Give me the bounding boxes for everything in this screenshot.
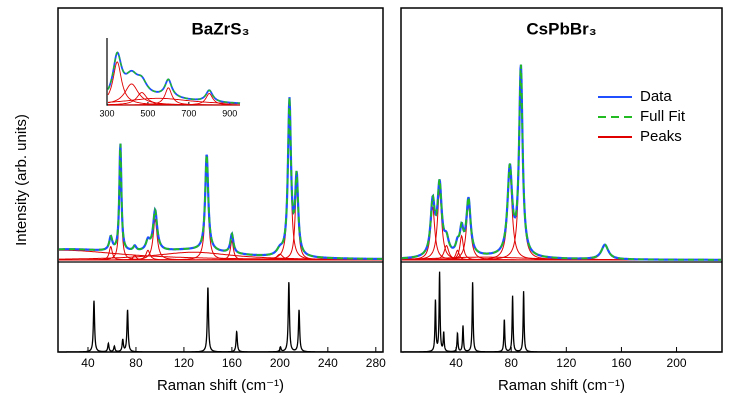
y-axis-label: Intensity (arb. units) — [13, 114, 30, 246]
x-tick-label: 240 — [318, 356, 338, 370]
full-fit-curve — [58, 97, 382, 260]
fit-peak — [402, 203, 721, 261]
x-tick-label: 200 — [667, 356, 687, 370]
inset-x-tick-label: 700 — [181, 108, 196, 118]
inset-x-tick-label: 900 — [222, 108, 237, 118]
data-curve — [58, 97, 382, 260]
fit-peak — [402, 171, 721, 261]
legend-label: Full Fit — [640, 108, 686, 125]
panel-frame — [400, 7, 723, 353]
x-axis-label: Raman shift (cm⁻¹) — [157, 377, 284, 394]
inset-fit-peak — [108, 97, 241, 105]
x-tick-label: 280 — [366, 356, 386, 370]
x-tick-label: 200 — [270, 356, 290, 370]
x-axis-label: Raman shift (cm⁻¹) — [498, 377, 625, 394]
fit-peak — [59, 104, 382, 261]
x-tick-label: 160 — [222, 356, 242, 370]
calculated-spectrum — [402, 271, 721, 353]
x-tick-label: 80 — [129, 356, 143, 370]
legend-label: Data — [640, 88, 672, 105]
fit-peak — [401, 205, 721, 261]
inset-x-tick-label: 300 — [99, 108, 114, 118]
fit-peak — [59, 152, 382, 261]
fit-peak — [402, 71, 721, 261]
x-tick-label: 80 — [505, 356, 519, 370]
inset-full-fit-curve — [107, 51, 241, 104]
fit-peak — [402, 190, 721, 261]
full-fit-curve — [402, 64, 721, 261]
panel-title: CsPbBr₃ — [526, 19, 596, 38]
x-tick-label: 120 — [174, 356, 194, 370]
inset-x-tick-label: 500 — [140, 108, 155, 118]
legend-label: Peaks — [640, 128, 682, 145]
panel-title: BaZrS₃ — [192, 19, 250, 38]
x-tick-label: 120 — [556, 356, 576, 370]
fit-peak — [59, 182, 382, 261]
data-curve — [402, 64, 721, 261]
calculated-spectrum — [59, 282, 382, 353]
x-tick-label: 40 — [81, 356, 95, 370]
x-tick-label: 160 — [611, 356, 631, 370]
inset-data-curve — [107, 51, 241, 105]
x-tick-label: 40 — [449, 356, 463, 370]
